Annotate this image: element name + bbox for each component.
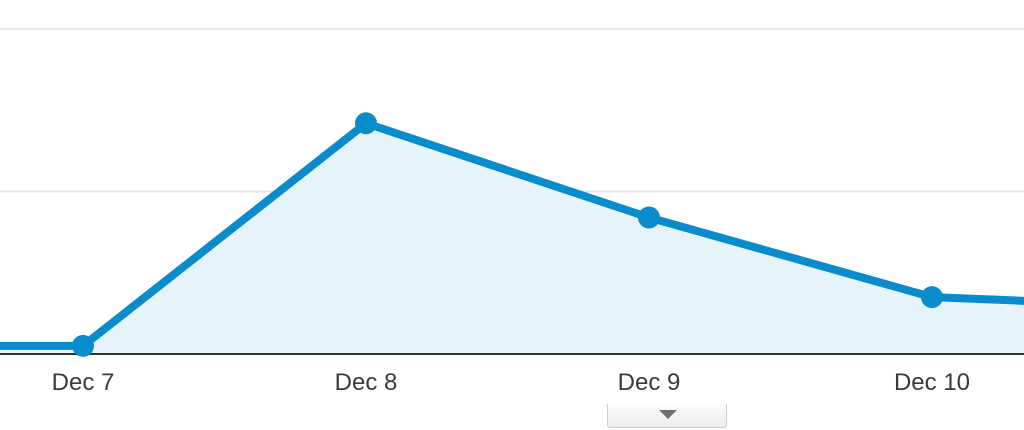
data-point[interactable] — [72, 334, 94, 357]
series-line — [0, 119, 1024, 350]
x-tick-label: Dec 7 — [52, 369, 115, 396]
x-tick-label: Dec 10 — [894, 369, 970, 396]
collapse-chart-button[interactable] — [607, 404, 727, 428]
triangle-down-icon — [659, 410, 677, 419]
data-points — [72, 112, 943, 357]
x-axis-tick-labels: Dec 7 Dec 8 Dec 9 Dec 10 — [52, 369, 970, 396]
data-point[interactable] — [355, 112, 377, 135]
x-tick-label: Dec 8 — [335, 369, 398, 396]
gridlines — [0, 28, 1024, 193]
data-point[interactable] — [921, 286, 943, 309]
data-point[interactable] — [638, 206, 660, 229]
x-tick-label: Dec 9 — [618, 369, 681, 396]
area-fill — [0, 123, 1024, 354]
